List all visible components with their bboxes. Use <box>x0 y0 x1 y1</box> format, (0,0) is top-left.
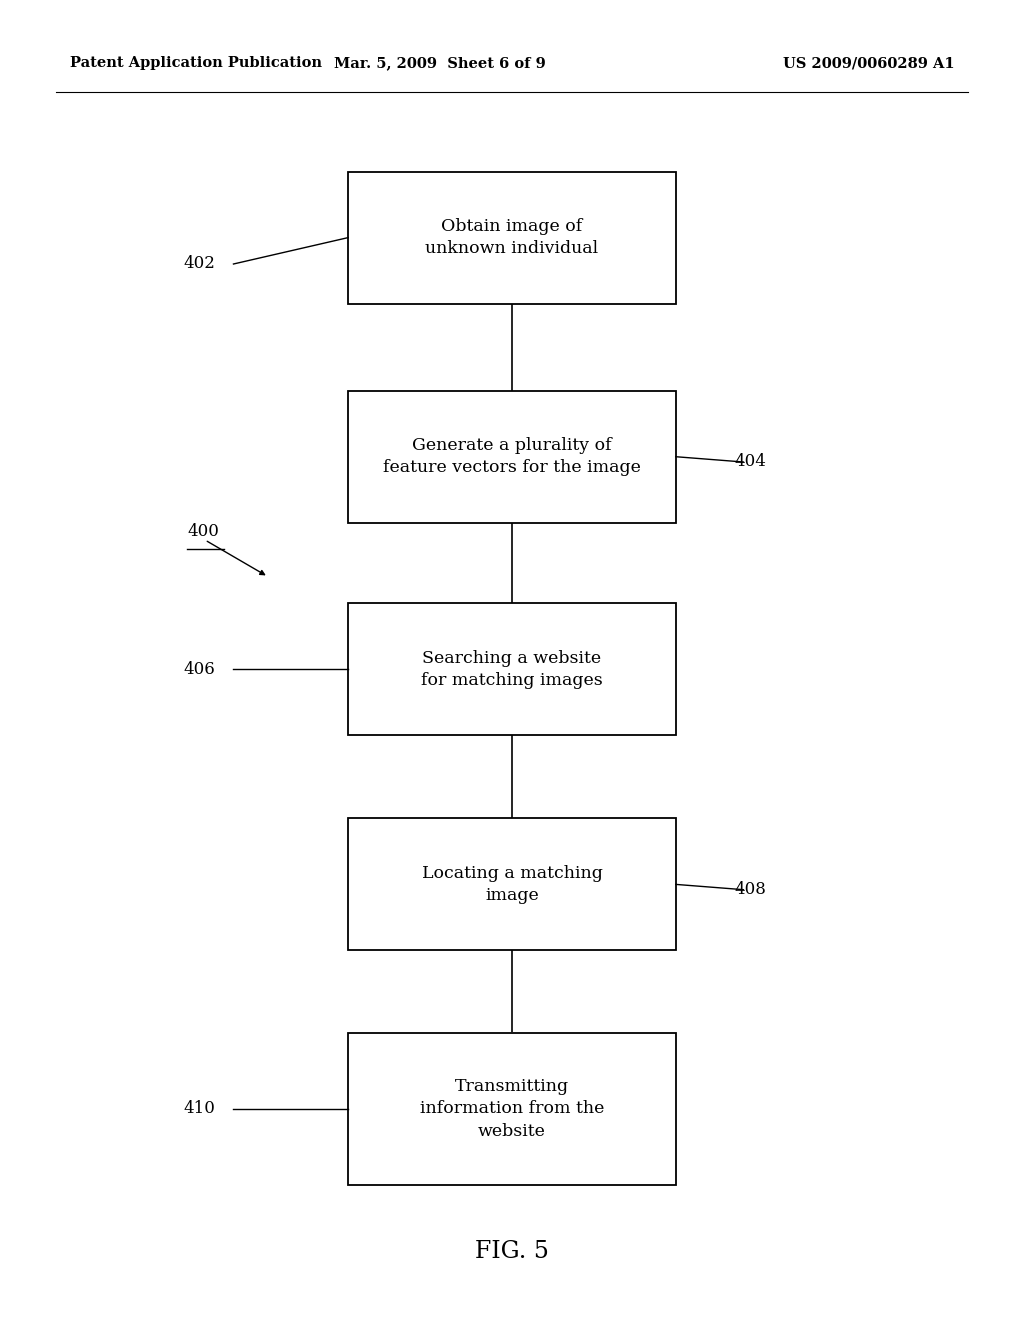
Bar <box>348 391 676 523</box>
Text: Generate a plurality of
feature vectors for the image: Generate a plurality of feature vectors … <box>383 437 641 477</box>
Text: 400: 400 <box>187 524 219 540</box>
Text: Searching a website
for matching images: Searching a website for matching images <box>421 649 603 689</box>
Bar <box>348 172 676 304</box>
Text: Locating a matching
image: Locating a matching image <box>422 865 602 904</box>
Text: 402: 402 <box>183 256 215 272</box>
Text: Transmitting
information from the
website: Transmitting information from the websit… <box>420 1078 604 1139</box>
Text: US 2009/0060289 A1: US 2009/0060289 A1 <box>782 57 954 70</box>
Text: Patent Application Publication: Patent Application Publication <box>70 57 322 70</box>
Text: 406: 406 <box>183 661 215 677</box>
Text: 408: 408 <box>734 882 766 898</box>
Text: 410: 410 <box>183 1101 215 1117</box>
Bar <box>348 1032 676 1185</box>
Bar <box>348 603 676 735</box>
Bar <box>348 818 676 950</box>
Text: Obtain image of
unknown individual: Obtain image of unknown individual <box>425 218 599 257</box>
Text: 404: 404 <box>734 454 766 470</box>
Text: FIG. 5: FIG. 5 <box>475 1239 549 1263</box>
Text: Mar. 5, 2009  Sheet 6 of 9: Mar. 5, 2009 Sheet 6 of 9 <box>335 57 546 70</box>
